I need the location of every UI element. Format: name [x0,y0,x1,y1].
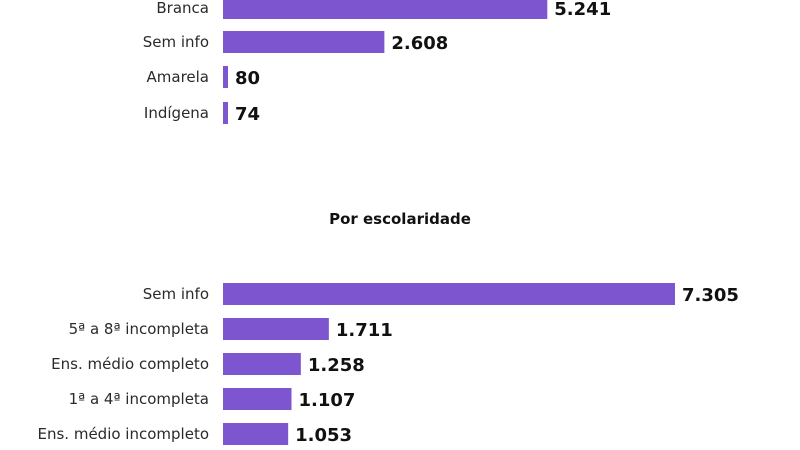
category-label: Sem info [143,33,209,51]
category-label: Amarela [147,68,210,86]
bar [223,66,228,88]
bar [223,423,289,445]
value-label: 1.053 [295,425,352,446]
bar [223,31,385,53]
value-label: 1.107 [298,390,355,411]
chart-title: Por escolaridade [329,210,471,228]
bar [223,318,329,340]
category-label: Sem info [143,285,209,303]
bar [223,353,301,375]
bar [223,0,548,19]
category-label: Indígena [144,104,209,122]
value-label: 1.711 [336,320,393,341]
value-label: 74 [235,104,260,125]
bar [223,283,675,305]
chart-por-raca: Branca 5.241 Sem info 2.608 Amarela 80 Indígen… [143,0,611,125]
bar [223,388,292,410]
category-label: Ens. médio incompleto [38,425,210,443]
value-label: 7.305 [682,285,739,306]
category-label: 1ª a 4ª incompleta [69,390,209,408]
value-label: 2.608 [391,33,448,54]
category-label: 5ª a 8ª incompleta [69,320,209,338]
bar [223,102,228,124]
value-label: 1.258 [308,355,365,376]
category-label: Ens. médio completo [51,355,209,373]
value-label: 5.241 [554,0,611,20]
value-label: 80 [235,68,260,89]
chart-por-escolaridade: Sem info 7.305 5ª a 8ª incompleta 1.711 Ens.… [38,283,739,446]
category-label: Branca [156,0,209,17]
